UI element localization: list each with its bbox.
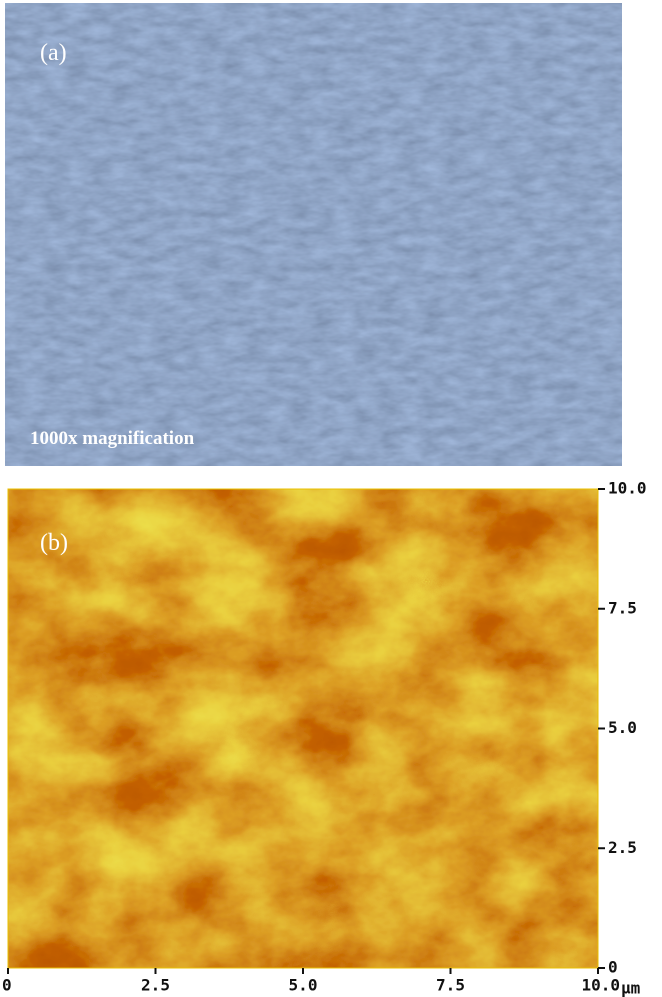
y-tick-label: 2.5 <box>608 838 637 857</box>
y-tick-label: 7.5 <box>608 598 637 617</box>
panel-label: (a) <box>40 40 67 66</box>
caption: 1000x magnification <box>30 428 195 449</box>
y-tick-label: 0 <box>608 958 618 977</box>
y-tick-label: 5.0 <box>608 718 637 737</box>
x-tick-label: 2.5 <box>141 976 170 995</box>
x-tick-label: 0 <box>2 976 12 995</box>
micrograph-texture <box>5 3 622 466</box>
x-tick-label: 7.5 <box>436 976 465 995</box>
y-tick-label: 10.0 <box>608 479 647 498</box>
x-unit: μm <box>621 979 641 997</box>
afm-texture <box>8 489 598 968</box>
x-tick-label: 10.0 <box>581 976 620 995</box>
x-tick-label: 5.0 <box>289 976 318 995</box>
figure: (a) 1000x magnification (b) 0 2.5 5.0 7.5 10… <box>0 0 662 997</box>
panel-label: (b) <box>40 530 68 556</box>
